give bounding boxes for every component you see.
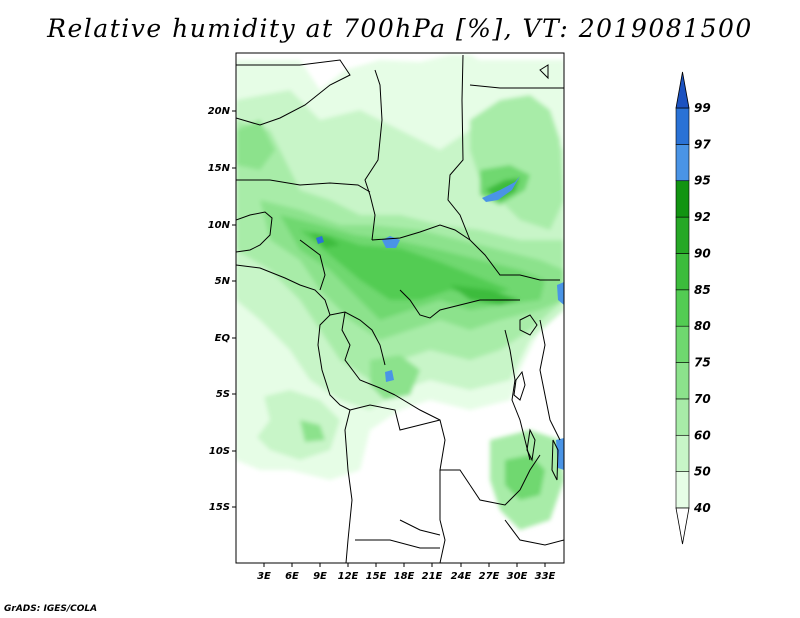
colorbar-label: 75 [694,356,711,370]
colorbar-bin [675,144,690,182]
lat-label-20n: 20N [208,106,231,117]
colorbar-bin [675,216,690,254]
lon-label-3e: 3E [257,571,271,582]
colorbar-bin [675,107,690,145]
lon-label-27e: 27E [479,571,500,582]
colorbar-bin [675,325,690,363]
lat-label-5s: 5S [216,389,230,400]
lon-label-33e: 33E [535,571,556,582]
colorbar-label: 50 [694,465,711,479]
lon-label-6e: 6E [285,571,299,582]
colorbar-bin [675,362,690,400]
colorbar-label: 92 [694,210,711,224]
lon-label-12e: 12E [338,571,359,582]
grads-credit: GrADS: IGES/COLA [4,604,98,614]
colorbar-label: 95 [694,174,711,188]
lat-label-5n: 5N [215,276,231,287]
lon-label-21e: 21E [422,571,443,582]
colorbar-bin [675,398,690,436]
map-title: Relative humidity at 700hPa [%], VT: 201… [47,14,753,43]
colorbar-label: 70 [694,392,711,406]
longitude-axis: 3E 6E 9E 12E 15E 18E 21E 24E 27E 30E 33E [257,563,556,582]
lon-label-9e: 9E [313,571,327,582]
lon-label-24e: 24E [451,571,472,582]
colorbar-bin [675,180,690,218]
colorbar-label: 99 [694,101,711,115]
lon-label-30e: 30E [507,571,528,582]
colorbar-label: 85 [694,283,711,297]
colorbar-label: 90 [694,246,711,260]
lat-label-10s: 10S [209,446,230,457]
colorbar-low-arrow [675,507,690,545]
colorbar-bin [675,253,690,291]
lat-label-eq: EQ [215,333,231,344]
colorbar-bin [675,289,690,327]
colorbar-bin [675,471,690,509]
colorbar: 40 50 60 70 75 80 85 90 92 95 97 99 [675,71,711,545]
lon-label-15e: 15E [366,571,387,582]
map-frame [235,52,565,564]
colorbar-bin [675,434,690,472]
humidity-field [236,53,564,563]
colorbar-label: 97 [694,137,711,151]
lat-label-10n: 10N [208,220,231,231]
coastlines-and-borders [236,54,564,563]
latitude-axis: 20N 15N 10N 5N EQ 5S 10S 15S [208,106,236,513]
colorbar-label: 40 [693,501,711,515]
lake-outlines [513,64,559,481]
colorbar-label: 80 [694,319,711,333]
lat-label-15n: 15N [208,163,231,174]
colorbar-label: 60 [694,428,711,442]
lon-label-18e: 18E [394,571,415,582]
colorbar-high-arrow [675,71,690,109]
lat-label-15s: 15S [209,502,230,513]
